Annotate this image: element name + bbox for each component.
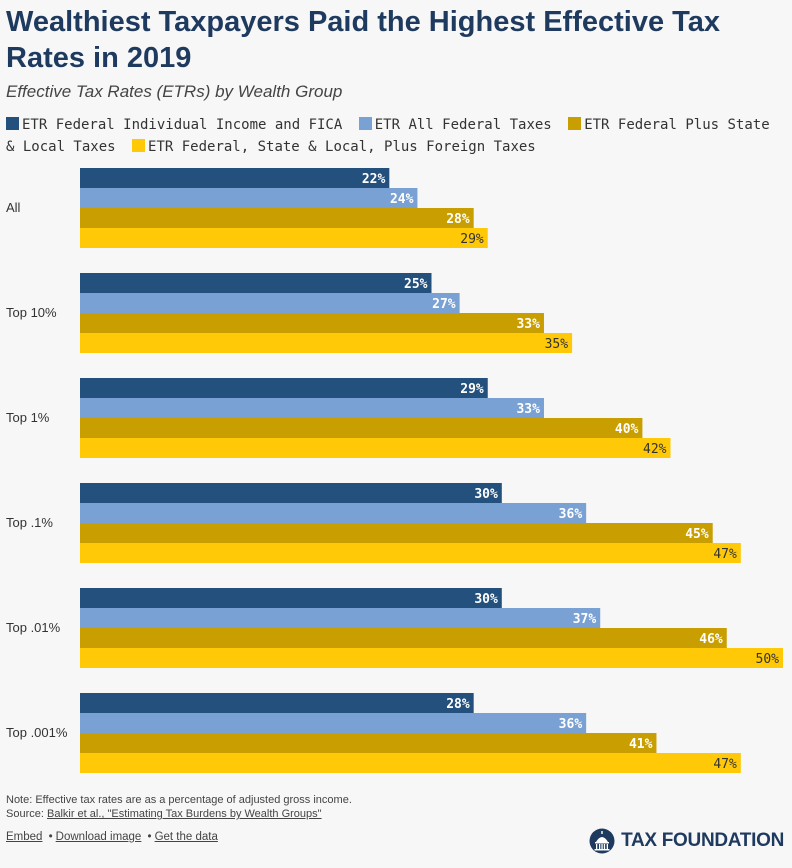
bar (80, 188, 418, 208)
legend-label: ETR All Federal Taxes (374, 117, 552, 133)
embed-link[interactable]: Embed (6, 831, 43, 843)
data-label: 47% (713, 757, 737, 772)
data-label: 37% (573, 612, 597, 627)
bar (80, 503, 587, 523)
data-label: 29% (460, 382, 484, 397)
source-line: Source: Balkir et al., "Estimating Tax B… (6, 807, 352, 821)
bar (80, 628, 727, 648)
bar (80, 483, 502, 503)
legend: ETR Federal Individual Income and FICA E… (6, 114, 786, 158)
separator: • (147, 831, 152, 843)
bar (80, 693, 474, 713)
data-label: 25% (404, 277, 428, 292)
footer-note: Note: Effective tax rates are as a perce… (6, 793, 352, 821)
data-label: 30% (474, 487, 498, 502)
bar (80, 313, 544, 333)
bar (80, 713, 587, 733)
data-label: 45% (685, 527, 709, 542)
separator: • (48, 831, 53, 843)
data-label: 28% (446, 697, 470, 712)
bar (80, 208, 474, 228)
bar (80, 333, 573, 353)
data-label: 35% (545, 337, 569, 352)
category-label: Top 10% (6, 305, 57, 320)
bar (80, 418, 643, 438)
data-label: 36% (559, 507, 583, 522)
bar (80, 228, 488, 248)
data-label: 46% (699, 632, 723, 647)
bar (80, 543, 741, 563)
data-label: 50% (756, 652, 780, 667)
bar (80, 733, 657, 753)
note-text: Note: Effective tax rates are as a perce… (6, 794, 352, 806)
bar (80, 438, 671, 458)
data-label: 36% (559, 717, 583, 732)
legend-label: ETR Federal, State & Local, Plus Foreign… (148, 139, 536, 155)
category-label: Top .001% (6, 725, 68, 740)
chart-title: Wealthiest Taxpayers Paid the Highest Ef… (6, 6, 720, 74)
data-label: 33% (516, 402, 540, 417)
legend-item-federal-state-local-foreign: ETR Federal, State & Local, Plus Foreign… (132, 139, 544, 155)
data-label: 47% (713, 547, 737, 562)
bar (80, 753, 741, 773)
legend-swatch (132, 139, 146, 152)
legend-item-federal-income-fica: ETR Federal Individual Income and FICA (6, 117, 350, 133)
bar (80, 608, 601, 628)
footer-links: Embed • Download image • Get the data (6, 831, 218, 843)
category-label: All (6, 200, 21, 215)
bar (80, 293, 460, 313)
bar (80, 523, 713, 543)
data-label: 40% (615, 422, 639, 437)
legend-item-federal-state-local: ETR Federal Plus State & Local Taxes (6, 117, 770, 155)
data-label: 41% (629, 737, 653, 752)
capitol-dome-icon (589, 828, 615, 854)
download-image-link[interactable]: Download image (55, 831, 142, 843)
bar-chart: All 22% 24% 28% 29% Top 10% 25% 27% 33% 35% Top 1%… (6, 168, 783, 773)
legend-item-all-federal: ETR All Federal Taxes (358, 117, 560, 133)
bar (80, 378, 488, 398)
legend-label: ETR Federal Individual Income and FICA (22, 117, 343, 133)
bar (80, 588, 502, 608)
bar (80, 273, 432, 293)
chart-subtitle: Effective Tax Rates (ETRs) by Wealth Gro… (6, 82, 343, 101)
bar (80, 168, 390, 188)
bar (80, 648, 783, 668)
data-label: 28% (446, 212, 470, 227)
source-link[interactable]: Balkir et al., "Estimating Tax Burdens b… (46, 808, 322, 820)
legend-label: ETR Federal Plus State & Local Taxes (6, 117, 770, 155)
data-label: 29% (460, 232, 484, 247)
data-label: 33% (516, 317, 540, 332)
bar (80, 398, 544, 418)
category-label: Top 1% (6, 410, 50, 425)
data-label: 24% (390, 192, 414, 207)
data-label: 30% (474, 592, 498, 607)
data-label: 27% (432, 297, 456, 312)
get-data-link[interactable]: Get the data (154, 831, 218, 843)
legend-swatch (568, 117, 582, 130)
legend-swatch (358, 117, 372, 130)
category-label: Top .1% (6, 515, 53, 530)
brand-name: TAX FOUNDATION (621, 830, 784, 851)
brand-logo[interactable]: TAX FOUNDATION (589, 828, 784, 854)
category-label: Top .01% (6, 620, 61, 635)
data-label: 42% (643, 442, 667, 457)
legend-swatch (6, 117, 19, 130)
data-label: 22% (362, 172, 386, 187)
source-prefix: Source: (6, 808, 44, 820)
